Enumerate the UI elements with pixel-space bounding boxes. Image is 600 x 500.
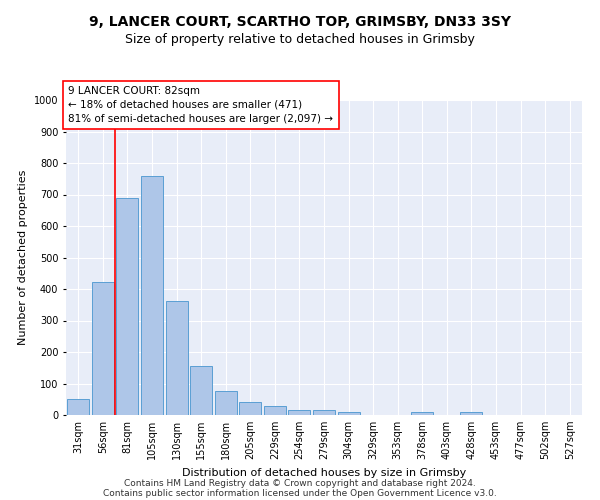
Bar [116,198,139,415]
Y-axis label: Number of detached properties: Number of detached properties [19,170,28,345]
Bar [215,392,237,415]
Bar [141,176,163,415]
Bar [411,412,433,415]
X-axis label: Distribution of detached houses by size in Grimsby: Distribution of detached houses by size … [182,468,466,477]
Bar [239,402,262,415]
Bar [166,301,188,415]
Bar [67,398,89,415]
Bar [190,366,212,415]
Bar [460,412,482,415]
Text: 9, LANCER COURT, SCARTHO TOP, GRIMSBY, DN33 3SY: 9, LANCER COURT, SCARTHO TOP, GRIMSBY, D… [89,15,511,29]
Bar [264,406,286,415]
Bar [92,282,114,415]
Text: Contains public sector information licensed under the Open Government Licence v3: Contains public sector information licen… [103,488,497,498]
Text: 9 LANCER COURT: 82sqm
← 18% of detached houses are smaller (471)
81% of semi-det: 9 LANCER COURT: 82sqm ← 18% of detached … [68,86,334,124]
Text: Size of property relative to detached houses in Grimsby: Size of property relative to detached ho… [125,32,475,46]
Bar [289,410,310,415]
Text: Contains HM Land Registry data © Crown copyright and database right 2024.: Contains HM Land Registry data © Crown c… [124,478,476,488]
Bar [338,412,359,415]
Bar [313,410,335,415]
